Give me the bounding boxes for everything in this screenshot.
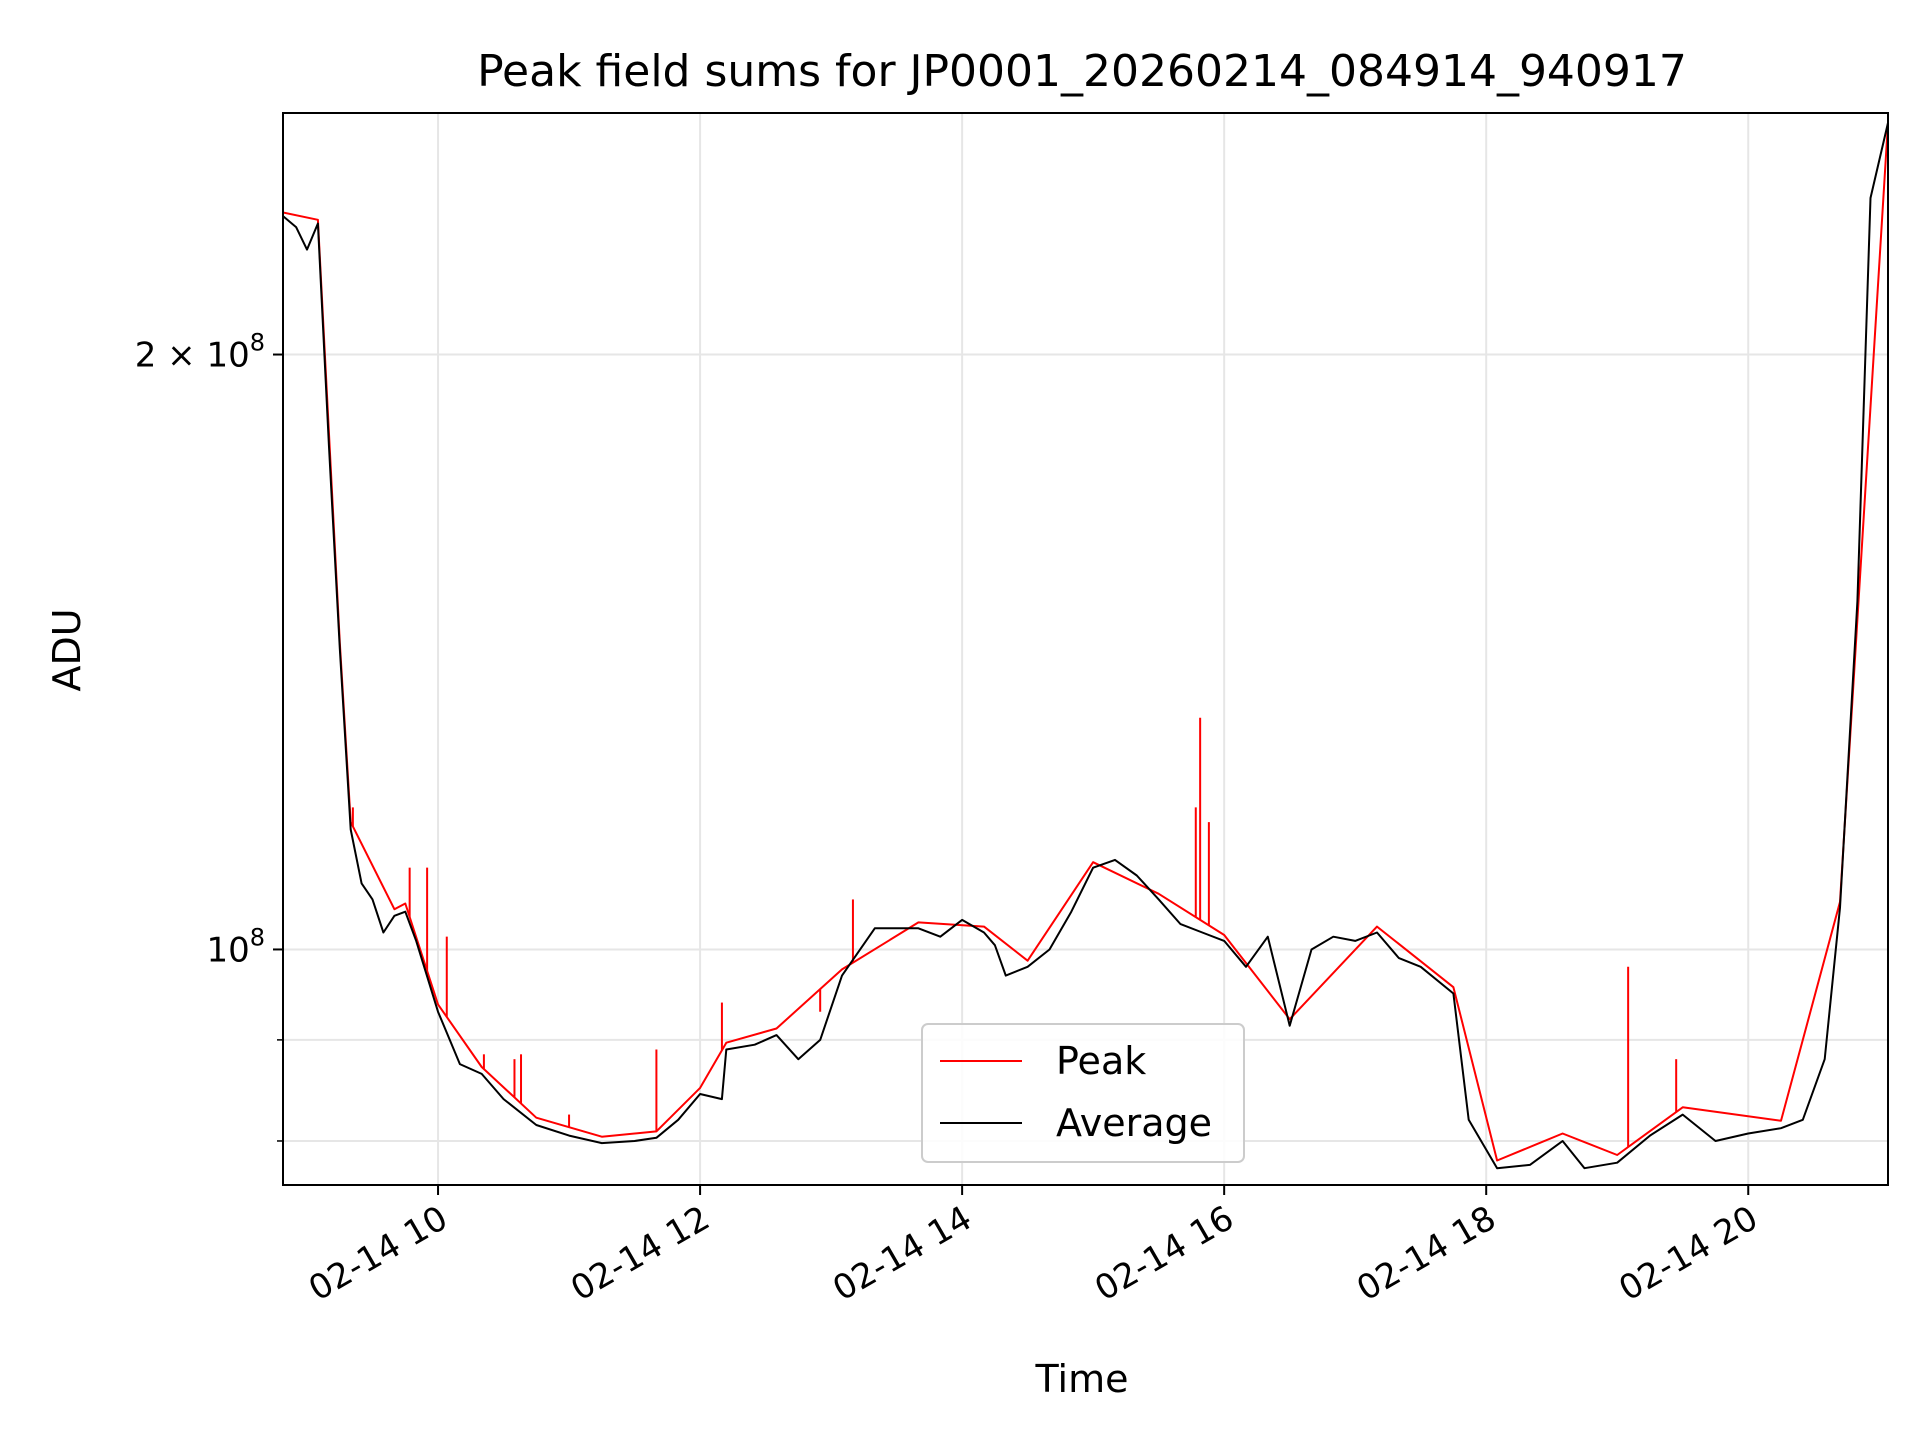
y-tick-label: 2 × 108 (135, 329, 265, 376)
y-tick-label-multiplier: 2 × (135, 336, 207, 376)
y-tick-label-exponent: 8 (250, 329, 265, 357)
series-average-line (283, 122, 1888, 1170)
legend-peak-label: Peak (1056, 1039, 1146, 1083)
y-tick-label-base: 10 (206, 930, 249, 970)
y-axis-label: ADU (45, 608, 89, 691)
plot-area (283, 122, 1888, 1170)
legend: Peak Average (921, 1023, 1245, 1163)
series-layer (283, 122, 1888, 1170)
y-tick-label: 108 (206, 923, 265, 970)
y-tick-label-exponent: 8 (250, 923, 265, 951)
series-peak-line (283, 122, 1888, 1162)
y-tick-label-base: 10 (206, 336, 249, 376)
x-axis-label: Time (1035, 1357, 1129, 1401)
chart-title: Peak field sums for JP0001_20260214_0849… (477, 46, 1687, 97)
legend-average-label: Average (1056, 1101, 1212, 1145)
plot-frame (282, 112, 1889, 1186)
legend-box (921, 1023, 1245, 1163)
